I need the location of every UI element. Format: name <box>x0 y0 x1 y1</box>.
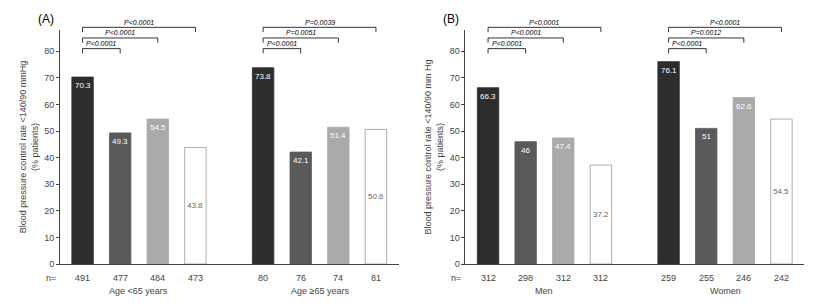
svg-text:51: 51 <box>702 132 711 141</box>
svg-text:30: 30 <box>450 179 460 189</box>
svg-text:0: 0 <box>455 259 460 269</box>
svg-text:491: 491 <box>75 273 90 283</box>
svg-text:10: 10 <box>44 233 54 243</box>
svg-text:54.5: 54.5 <box>150 123 166 132</box>
svg-text:Blood pressure control rate <1: Blood pressure control rate <140/90 mm H… <box>423 60 445 235</box>
svg-text:37.2: 37.2 <box>593 210 609 219</box>
svg-text:259: 259 <box>661 273 676 283</box>
svg-text:P<0.0001: P<0.0001 <box>529 19 559 26</box>
svg-text:(B): (B) <box>443 12 459 26</box>
svg-text:P<0.0001: P<0.0001 <box>710 19 740 26</box>
svg-text:66.3: 66.3 <box>480 92 496 101</box>
svg-text:76.1: 76.1 <box>661 66 677 75</box>
svg-text:(A): (A) <box>38 12 54 26</box>
svg-text:477: 477 <box>113 273 128 283</box>
svg-text:54.5: 54.5 <box>773 187 789 196</box>
svg-text:Men: Men <box>535 286 553 296</box>
svg-text:62.6: 62.6 <box>736 102 752 111</box>
svg-text:P=0.0012: P=0.0012 <box>691 29 721 36</box>
svg-text:30: 30 <box>44 179 54 189</box>
svg-text:473: 473 <box>188 273 203 283</box>
svg-text:255: 255 <box>699 273 714 283</box>
svg-text:70: 70 <box>450 73 460 83</box>
svg-text:n=: n= <box>451 273 461 283</box>
svg-text:P<0.0001: P<0.0001 <box>492 40 522 47</box>
svg-text:P=0.0051: P=0.0051 <box>286 29 316 36</box>
svg-text:60: 60 <box>44 100 54 110</box>
svg-text:20: 20 <box>450 206 460 216</box>
svg-text:46: 46 <box>521 146 530 155</box>
svg-text:42.1: 42.1 <box>293 156 309 165</box>
svg-text:0: 0 <box>49 259 54 269</box>
svg-text:P<0.0001: P<0.0001 <box>105 29 135 36</box>
svg-text:P<0.0001: P<0.0001 <box>672 40 702 47</box>
svg-text:P<0.0001: P<0.0001 <box>124 19 154 26</box>
svg-text:P<0.0001: P<0.0001 <box>86 40 116 47</box>
svg-text:n=: n= <box>46 273 56 283</box>
svg-text:40: 40 <box>44 153 54 163</box>
svg-text:246: 246 <box>736 273 751 283</box>
svg-text:P<0.0001: P<0.0001 <box>267 40 297 47</box>
svg-text:312: 312 <box>481 273 496 283</box>
svg-text:484: 484 <box>150 273 165 283</box>
svg-text:10: 10 <box>450 233 460 243</box>
svg-text:Blood pressure control rate <1: Blood pressure control rate <140/90 mmHg… <box>18 61 40 233</box>
svg-text:Women: Women <box>710 286 741 296</box>
svg-text:73.8: 73.8 <box>255 72 271 81</box>
svg-text:Age <65 years: Age <65 years <box>109 286 168 296</box>
svg-text:80: 80 <box>258 273 268 283</box>
svg-text:312: 312 <box>593 273 608 283</box>
svg-text:242: 242 <box>774 273 789 283</box>
svg-text:80: 80 <box>44 46 54 56</box>
svg-text:70: 70 <box>44 73 54 83</box>
svg-text:50: 50 <box>44 126 54 136</box>
svg-text:47.4: 47.4 <box>555 142 571 151</box>
svg-text:298: 298 <box>518 273 533 283</box>
svg-text:81: 81 <box>371 273 381 283</box>
svg-text:50.6: 50.6 <box>368 192 384 201</box>
svg-text:76: 76 <box>296 273 306 283</box>
svg-text:312: 312 <box>556 273 571 283</box>
svg-text:20: 20 <box>44 206 54 216</box>
svg-text:49.3: 49.3 <box>112 137 128 146</box>
svg-text:P<0.0001: P<0.0001 <box>511 29 541 36</box>
svg-text:Age ≥65 years: Age ≥65 years <box>291 286 349 296</box>
svg-text:51.4: 51.4 <box>330 131 346 140</box>
svg-text:40: 40 <box>450 153 460 163</box>
svg-text:50: 50 <box>450 126 460 136</box>
svg-text:70.3: 70.3 <box>75 81 91 90</box>
svg-text:60: 60 <box>450 100 460 110</box>
svg-text:43.8: 43.8 <box>187 201 203 210</box>
svg-text:P=0.0039: P=0.0039 <box>305 19 335 26</box>
svg-text:74: 74 <box>333 273 343 283</box>
svg-text:80: 80 <box>450 46 460 56</box>
